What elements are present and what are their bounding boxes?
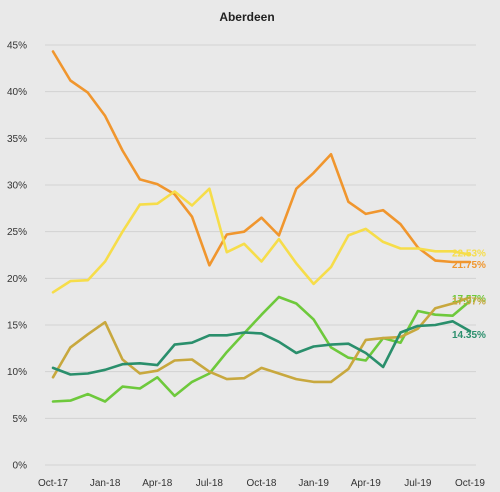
x-tick-label: Jan-19	[298, 478, 329, 489]
x-tick-label: Oct-19	[455, 478, 485, 489]
y-axis-tick-labels: 0% 5% 10% 15% 20% 25% 30% 35% 40% 45%	[7, 41, 27, 472]
series-end-label: 21.75%	[452, 260, 486, 271]
chart-title: Aberdeen	[219, 10, 274, 24]
series-line	[51, 295, 472, 384]
y-tick-label: 10%	[7, 367, 27, 378]
series-line	[51, 295, 472, 403]
y-tick-label: 30%	[7, 181, 27, 192]
series-lines	[51, 50, 472, 403]
x-tick-label: Jul-19	[404, 478, 432, 489]
series-line	[51, 50, 472, 267]
x-axis-tick-labels: Oct-17 Jan-18 Apr-18 Jul-18 Oct-18 Jan-19 Apr-…	[38, 478, 485, 489]
y-tick-label: 25%	[7, 227, 27, 238]
x-tick-label: Jan-18	[90, 478, 121, 489]
y-tick-label: 35%	[7, 134, 27, 145]
x-tick-label: Jul-18	[196, 478, 224, 489]
y-tick-label: 0%	[13, 461, 28, 472]
y-tick-label: 45%	[7, 41, 27, 52]
series-line	[51, 319, 472, 376]
y-tick-label: 40%	[7, 87, 27, 98]
series-line	[51, 187, 472, 294]
series-end-labels: 21.75%22.53% 17.57%17.97% 14.35%	[452, 249, 486, 341]
series-end-label: 17.97%	[452, 296, 486, 307]
y-tick-label: 5%	[13, 414, 28, 425]
y-tick-label: 20%	[7, 274, 27, 285]
series-end-label: 14.35%	[452, 330, 486, 341]
series-end-label: 17.57%	[452, 294, 486, 305]
x-tick-label: Apr-19	[351, 478, 381, 489]
y-tick-label: 15%	[7, 321, 27, 332]
series-end-label: 22.53%	[452, 249, 486, 260]
x-tick-label: Oct-18	[246, 478, 276, 489]
x-tick-label: Oct-17	[38, 478, 68, 489]
x-tick-label: Apr-18	[142, 478, 172, 489]
